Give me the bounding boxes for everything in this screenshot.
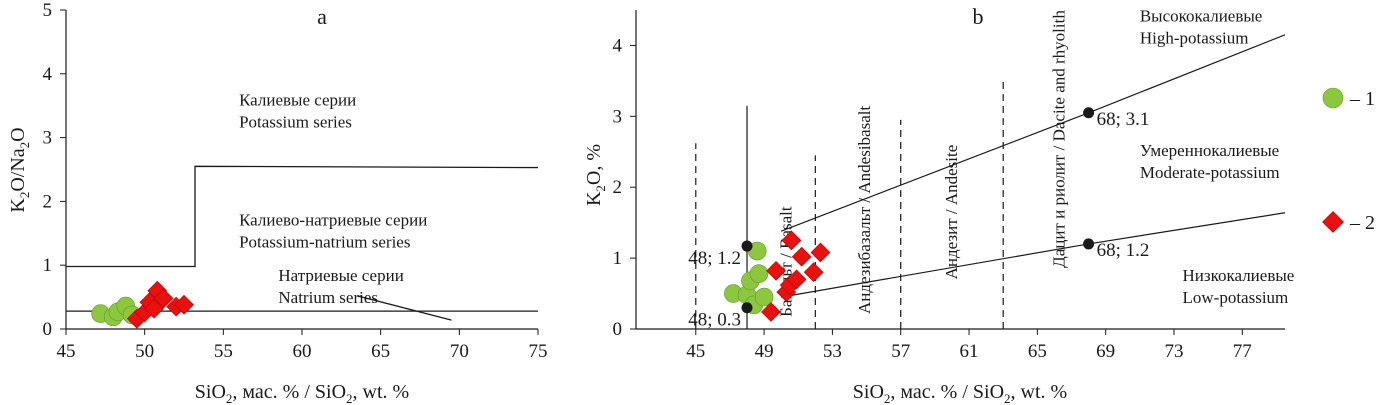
panel-b-series-1-point (749, 264, 769, 284)
panel-b-x-tick-label: 53 (823, 341, 842, 362)
panel-b-series-2-point (803, 262, 824, 283)
panel-b-x-tick-label: 61 (960, 341, 979, 362)
legend-marker-1 (1322, 87, 1344, 109)
panel-b-chart: b SiO2, мас. % / SiO2, wt. % K2O, % 45 49… (583, 4, 1294, 405)
panel-a-field-label: Калиевые серии (239, 91, 356, 110)
panel-b-x-tick-label: 69 (1096, 341, 1115, 362)
panel-b-y-tick-label: 2 (613, 177, 623, 198)
legend: – 1 – 2 (1322, 87, 1375, 234)
panel-b-field-label: Низкокалиевые (1183, 266, 1295, 285)
panel-a-y-tick-label: 5 (43, 0, 53, 21)
panel-a-field-label: Potassium-natrium series (239, 233, 410, 252)
panel-a-x-tick-label: 60 (293, 341, 312, 362)
panel-b-series-2-point (810, 242, 831, 263)
panel-a-field-label: Калиево-натриевые серии (239, 211, 427, 230)
panel-a-y-tick-label: 4 (43, 64, 53, 85)
panel-a-x-tick-label: 70 (450, 341, 469, 362)
panel-b-reference-point-label: 48; 0.3 (688, 310, 741, 331)
panel-b-x-axis-label: SiO2, мас. % / SiO2, wt. % (853, 381, 1067, 405)
panel-a-series-2-point (153, 288, 174, 309)
panel-b-reference-point-label: 68; 1.2 (1097, 240, 1150, 261)
panel-b-y-tick-label: 1 (613, 248, 623, 269)
panel-a-y-axis-label: K2O/Na2O (7, 127, 32, 212)
panel-b-x-tick-label: 49 (755, 341, 774, 362)
panel-b-x-tick-label: 45 (686, 341, 705, 362)
legend-label-2: – 2 (1349, 212, 1375, 234)
panel-a-x-tick-label: 45 (57, 341, 76, 362)
panel-b-rock-type-label: Андезит / Andesite (942, 145, 961, 280)
panel-a-field-label: Натриевые серии (278, 266, 403, 285)
panel-b-reference-point (741, 302, 753, 314)
panel-b-series-2-point (791, 246, 812, 267)
panel-a-series-2-point (144, 298, 164, 319)
legend-marker-2 (1322, 211, 1344, 233)
panel-a-field-label: Natrium series (278, 288, 378, 307)
panel-a-y-tick-label: 0 (43, 319, 53, 340)
panel-b-rock-type-label: Дацит и риолит / Dacite and rhyolith (1050, 10, 1069, 268)
panel-a-chart: a SiO2, мас. % / SiO2, wt. % K2O/Na2O 45… (7, 0, 548, 405)
panel-a-y-tick-label: 2 (43, 191, 53, 212)
panel-a-y-tick-label: 3 (43, 128, 53, 149)
panel-b-reference-point (1083, 238, 1095, 250)
panel-b-field-label: Высококалиевые (1140, 6, 1263, 25)
panel-b-series-1-point (754, 287, 774, 307)
panel-b-field-label: High-potassium (1140, 28, 1249, 47)
panel-b-field-label: Moderate-potassium (1140, 163, 1280, 182)
panel-a-series-2-point (174, 294, 194, 315)
panel-a-series-boundary-line (66, 165, 539, 268)
panel-b-field-label: Умереннокалиевые (1140, 141, 1279, 160)
panel-b-x-tick-label: 57 (891, 341, 910, 362)
panel-b-x-tick-label: 73 (1164, 341, 1183, 362)
panel-b-rock-type-label: Андезибазальт / Andesibasalt (855, 106, 874, 315)
panel-b-x-tick-label: 77 (1233, 341, 1252, 362)
panel-b-x-tick-label: 65 (1028, 341, 1047, 362)
panel-b-reference-point (741, 240, 753, 252)
panel-b-letter: b (973, 4, 984, 29)
panel-b-reference-point-label: 48; 1.2 (688, 248, 741, 269)
panel-a-x-tick-label: 50 (135, 341, 154, 362)
panel-b-series-2-point (761, 302, 781, 322)
panel-b-reference-point-label: 68; 3.1 (1097, 109, 1150, 130)
panel-a-series-boundary-line (356, 295, 452, 321)
panel-a-x-axis-label: SiO2, мас. % / SiO2, wt. % (195, 381, 409, 405)
panel-b-series-2-point (786, 269, 807, 290)
panel-a-y-tick-label: 1 (43, 255, 53, 276)
panel-a-x-tick-label: 65 (371, 341, 390, 362)
panel-b-series-2-point (781, 230, 802, 251)
panel-b-reference-point (1083, 107, 1095, 119)
panel-b-series-2-point (766, 260, 786, 281)
panel-b-y-tick-label: 4 (613, 35, 623, 56)
panel-b-y-tick-label: 3 (613, 106, 623, 127)
panel-a-letter: a (317, 4, 327, 29)
panel-b-field-label: Low-potassium (1183, 288, 1289, 307)
panel-a-field-label: Potassium series (239, 113, 352, 132)
panel-b-y-axis-label: K2O, % (583, 144, 608, 206)
panel-a-x-tick-label: 55 (214, 341, 233, 362)
panel-a-x-tick-label: 75 (529, 341, 548, 362)
panel-b-y-tick-label: 0 (613, 319, 623, 340)
legend-label-1: – 1 (1349, 88, 1375, 110)
